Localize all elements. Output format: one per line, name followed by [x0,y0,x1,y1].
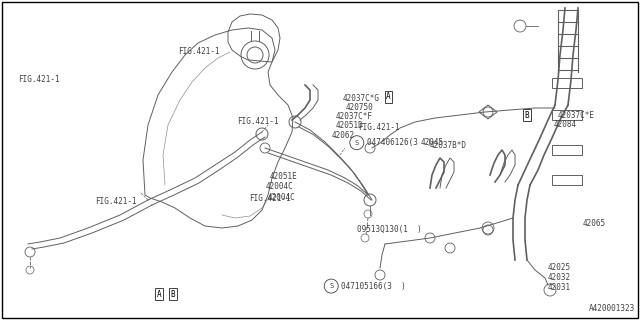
Text: A: A [156,290,161,299]
Text: 42004C: 42004C [266,182,293,191]
Text: 42084: 42084 [554,120,577,129]
Text: FIG.421-1: FIG.421-1 [18,75,60,84]
Text: FIG.421-1: FIG.421-1 [237,117,278,126]
Text: B: B [170,290,175,299]
Text: FIG.421-1: FIG.421-1 [95,197,136,206]
Text: FIG.421-1: FIG.421-1 [178,47,220,56]
Text: 42051E: 42051E [270,172,298,181]
Text: 42031: 42031 [548,284,571,292]
Text: 42037B*D: 42037B*D [430,141,467,150]
Text: B: B [524,111,529,120]
Text: 047105166(3  ): 047105166(3 ) [341,282,406,291]
Text: FIG.421-1: FIG.421-1 [358,124,400,132]
Text: 42062: 42062 [332,132,355,140]
Text: 42037C*E: 42037C*E [558,111,595,120]
Text: 42051D: 42051D [336,121,364,130]
Text: 42037C*G: 42037C*G [342,94,380,103]
Text: FIG.421-1: FIG.421-1 [250,194,291,203]
Text: 42025: 42025 [548,263,571,272]
Text: A: A [386,92,391,101]
Text: 420750: 420750 [346,103,373,112]
Text: S: S [355,140,359,146]
Text: 42004C: 42004C [268,193,295,202]
Text: A420001323: A420001323 [589,304,635,313]
Text: 42032: 42032 [548,273,571,282]
Text: S: S [329,283,333,289]
Text: 42065: 42065 [582,220,605,228]
Text: 42045: 42045 [421,138,444,147]
Text: 42037C*F: 42037C*F [336,112,373,121]
Text: 09513Q130(1  ): 09513Q130(1 ) [357,225,422,234]
Text: 047406126(3  ): 047406126(3 ) [367,138,431,147]
